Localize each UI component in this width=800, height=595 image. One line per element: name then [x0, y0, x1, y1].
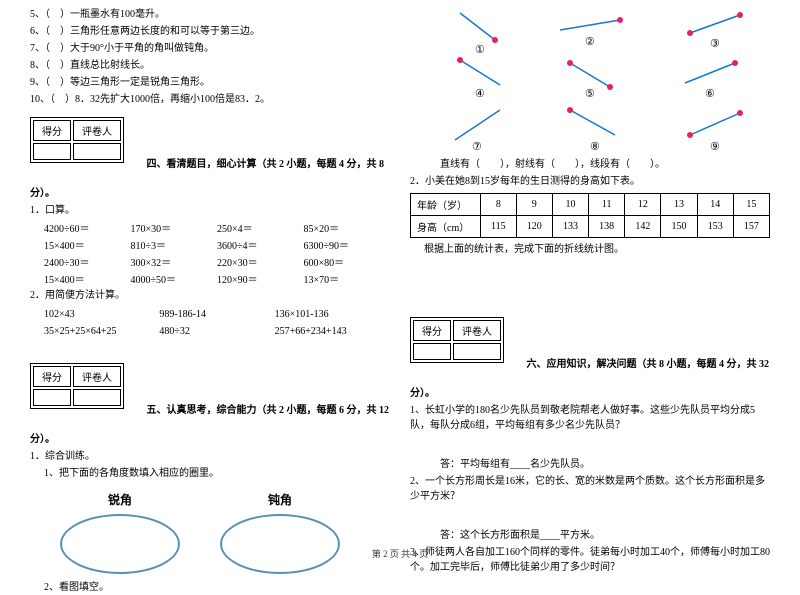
calc-row: 2400÷30＝300×32＝220×30＝600×80＝ [30, 254, 390, 269]
table-cell: 12 [625, 194, 661, 216]
svg-text:④: ④ [475, 88, 485, 100]
svg-text:⑧: ⑧ [590, 141, 600, 153]
q5-1: 1．综合训练。 [30, 449, 390, 464]
calc-cell: 6300÷90＝ [304, 237, 391, 252]
diag-question: 直线有（ ），射线有（ ），线段有（ ）。 [410, 157, 770, 172]
table-note: 根据上面的统计表，完成下面的折线统计图。 [410, 242, 770, 257]
svg-text:⑨: ⑨ [710, 141, 720, 153]
fen-end: 分）。 [30, 184, 390, 199]
score-box-5: 得分 评卷人 [30, 363, 124, 409]
table-cell: 133 [552, 216, 588, 238]
calc-cell: 15×400＝ [44, 271, 131, 286]
oval-label-1: 锐角 [60, 491, 180, 508]
table-header: 身高（cm） [411, 216, 481, 238]
svg-text:⑦: ⑦ [472, 141, 482, 153]
problem-1: 1、长虹小学的180名少先队员到敬老院帮老人做好事。这些少先队员平均分成5队，每… [410, 403, 770, 433]
calc-cell: 15×400＝ [44, 237, 131, 252]
answer-1: 答：平均每组有____名少先队员。 [410, 457, 770, 472]
right-column: ① ② ③ ④ ⑤ ⑥ ⑦ ⑧ ⑨ 直线有（ ），射线有（ ），线段有（ ）。 2．小美在她8到… [400, 0, 780, 545]
fen-end-6: 分）。 [410, 384, 770, 399]
calc-cell: 4200÷60＝ [44, 220, 131, 235]
line-diagram: ① ② ③ ④ ⑤ ⑥ ⑦ ⑧ ⑨ [410, 5, 770, 155]
table-cell: 142 [625, 216, 661, 238]
svg-text:③: ③ [710, 38, 720, 50]
svg-text:②: ② [585, 36, 595, 48]
judgment-line: 10、（ ）8．32先扩大1000倍，再缩小100倍是83．2。 [30, 92, 390, 107]
grader-label: 评卷人 [453, 320, 501, 341]
calc-cell: 2400÷30＝ [44, 254, 131, 269]
oval-label-2: 钝角 [220, 491, 340, 508]
judgment-line: 5、（ ）一瓶墨水有100毫升。 [30, 7, 390, 22]
q1-label: 1．口算。 [30, 203, 390, 218]
calc-cell: 120×90＝ [217, 271, 304, 286]
fen-end-5: 分）。 [30, 430, 390, 445]
score-box-6: 得分 评卷人 [410, 317, 504, 363]
section-4-title: 四、看清题目，细心计算（共 2 小题，每题 4 分，共 8 [147, 159, 385, 170]
calc-cell: 810÷3＝ [131, 237, 218, 252]
svg-text:⑥: ⑥ [705, 88, 715, 100]
calc-cell: 250×4＝ [217, 220, 304, 235]
table-cell: 9 [516, 194, 552, 216]
judgment-line: 7、（ ）大于90°小于平角的角叫做钝角。 [30, 41, 390, 56]
table-cell: 120 [516, 216, 552, 238]
calc-row: 4200÷60＝170×30＝250×4＝85×20＝ [30, 220, 390, 235]
section-6-title: 六、应用知识，解决问题（共 8 小题，每题 4 分，共 32 [527, 359, 770, 370]
calc-row: 15×400＝4000÷50＝120×90＝13×70＝ [30, 271, 390, 286]
calc-cell: 989-186-14 [159, 309, 274, 320]
calc-cell: 136×101-136 [275, 309, 390, 320]
calc-cell: 13×70＝ [304, 271, 391, 286]
table-cell: 153 [697, 216, 733, 238]
problem-3: 3、师徒两人各自加工160个同样的零件。徒弟每小时加工40个，师傅每小时加工80… [410, 545, 770, 575]
calc-cell: 35×25+25×64+25 [44, 326, 159, 337]
table-cell: 115 [481, 216, 517, 238]
section-5-title: 五、认真思考，综合能力（共 2 小题，每题 6 分，共 12 [147, 405, 390, 416]
grader-label: 评卷人 [73, 366, 121, 387]
table-cell: 157 [733, 216, 769, 238]
obtuse-oval [220, 514, 340, 574]
table-cell: 138 [589, 216, 625, 238]
table-cell: 15 [733, 194, 769, 216]
calc-row: 15×400＝810÷3＝3600÷4＝6300÷90＝ [30, 237, 390, 252]
calc-cell: 220×30＝ [217, 254, 304, 269]
calc-cell: 102×43 [44, 309, 159, 320]
score-label: 得分 [33, 120, 71, 141]
svg-text:①: ① [475, 44, 485, 56]
table-cell: 150 [661, 216, 697, 238]
table-cell: 13 [661, 194, 697, 216]
judgment-line: 8、（ ）直线总比射线长。 [30, 58, 390, 73]
grader-label: 评卷人 [73, 120, 121, 141]
calc-cell: 480÷32 [159, 326, 274, 337]
problem-2: 2、一个长方形周长是16米，它的长、宽的米数是两个质数。这个长方形面积是多少平方… [410, 474, 770, 504]
calc-cell: 85×20＝ [304, 220, 391, 235]
score-box-4: 得分 评卷人 [30, 117, 124, 163]
q5-2: 2、看图填空。 [30, 580, 390, 595]
table-header: 年龄（岁） [411, 194, 481, 216]
q5-1-1: 1、把下面的各角度数填入相应的圈里。 [30, 466, 390, 481]
score-label: 得分 [413, 320, 451, 341]
calc-cell: 300×32＝ [131, 254, 218, 269]
table-cell: 10 [552, 194, 588, 216]
table-cell: 14 [697, 194, 733, 216]
calc-cell: 600×80＝ [304, 254, 391, 269]
calc-row: 35×25+25×64+25480÷32257+66+234+143 [30, 326, 390, 337]
calc-cell: 257+66+234+143 [275, 326, 390, 337]
table-cell: 8 [481, 194, 517, 216]
calc-cell: 170×30＝ [131, 220, 218, 235]
answer-2: 答：这个长方形面积是____平方米。 [410, 528, 770, 543]
q2-label: 2．用简便方法计算。 [30, 288, 390, 303]
svg-text:⑤: ⑤ [585, 88, 595, 100]
ovals-group: 锐角 钝角 [60, 491, 390, 574]
left-column: 5、（ ）一瓶墨水有100毫升。 6、（ ）三角形任意两边长度的和可以等于第三边。… [20, 0, 400, 545]
score-label: 得分 [33, 366, 71, 387]
judgment-line: 6、（ ）三角形任意两边长度的和可以等于第三边。 [30, 24, 390, 39]
judgment-line: 9、（ ）等边三角形一定是锐角三角形。 [30, 75, 390, 90]
calc-cell: 4000÷50＝ [131, 271, 218, 286]
acute-oval [60, 514, 180, 574]
page-container: 5、（ ）一瓶墨水有100毫升。 6、（ ）三角形任意两边长度的和可以等于第三边。… [0, 0, 800, 545]
calc-row: 102×43989-186-14136×101-136 [30, 309, 390, 320]
r-q2: 2．小美在她8到15岁每年的生日测得的身高如下表。 [410, 174, 770, 189]
height-table: 年龄（岁）89101112131415 身高（cm）11512013313814… [410, 193, 770, 238]
calc-cell: 3600÷4＝ [217, 237, 304, 252]
table-cell: 11 [589, 194, 625, 216]
